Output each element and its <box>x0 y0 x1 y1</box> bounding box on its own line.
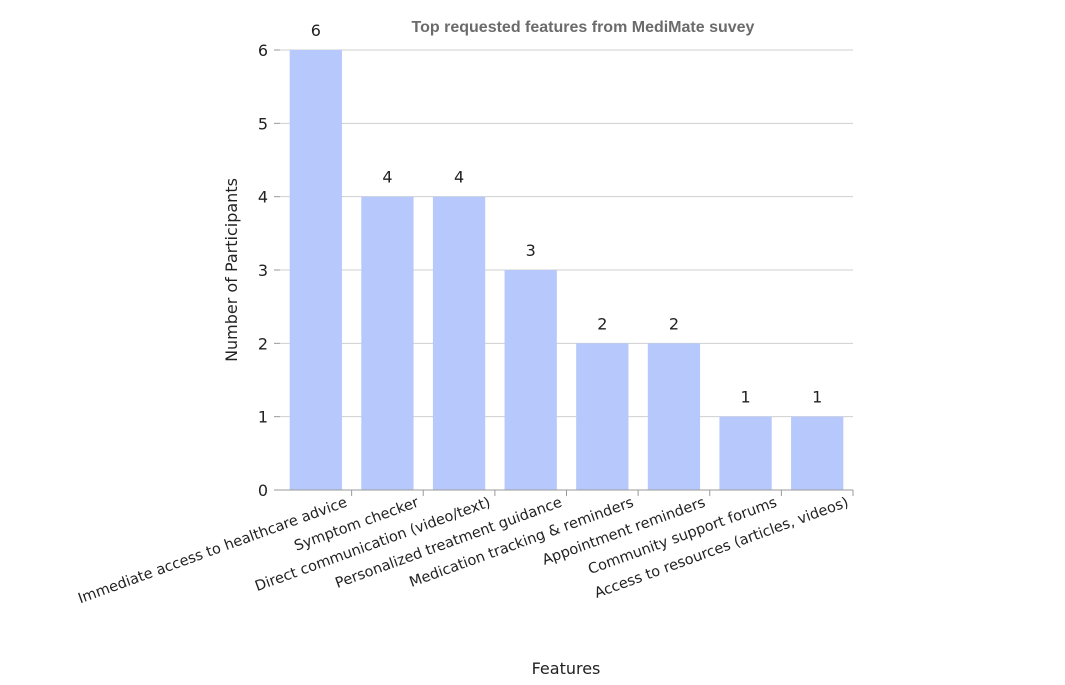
bar-2 <box>432 196 486 490</box>
bar-5 <box>647 343 701 490</box>
bar-1 <box>361 196 414 490</box>
bar-0 <box>289 50 342 490</box>
y-tick-label: 2 <box>258 334 268 353</box>
bar-3 <box>504 270 557 490</box>
data-label: 6 <box>311 21 321 40</box>
axes <box>274 49 854 496</box>
x-axis-title: Features <box>532 659 601 678</box>
data-label: 2 <box>669 314 679 333</box>
y-tick-label: 4 <box>258 188 268 207</box>
bar-4 <box>576 343 629 490</box>
y-tick-label: 0 <box>258 481 268 500</box>
y-tick-label: 3 <box>258 261 268 280</box>
x-tick-label: Immediate access to healthcare advice <box>76 495 349 608</box>
bar-6 <box>719 416 772 490</box>
data-label: 2 <box>597 314 607 333</box>
bars <box>289 50 844 490</box>
data-label: 4 <box>454 168 464 187</box>
data-label: 1 <box>812 388 822 407</box>
chart-title: Top requested features from MediMate suv… <box>412 19 755 36</box>
y-tick-label: 5 <box>258 114 268 133</box>
bar-7 <box>791 416 844 490</box>
y-tick-label: 1 <box>258 408 268 427</box>
y-tick-label: 6 <box>258 41 268 60</box>
data-label: 3 <box>526 241 536 260</box>
y-axis-title: Number of Participants <box>222 178 241 362</box>
data-label: 4 <box>382 168 392 187</box>
data-label: 1 <box>740 388 750 407</box>
